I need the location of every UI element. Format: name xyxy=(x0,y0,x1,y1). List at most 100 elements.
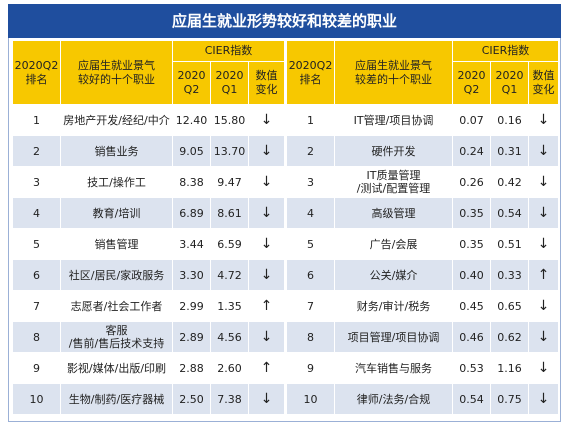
table-row: 3 技工/操作工 8.38 9.47 ↓ 3 IT质量管理 /测试/配置管理 0.26 0.42… xyxy=(12,166,560,198)
rank-cell: 7 xyxy=(12,290,61,322)
bad-change-arrow: ↓ xyxy=(528,197,560,229)
header-rank-left: 2020Q2 排名 xyxy=(12,40,61,105)
good-2020q1-cell: 7.38 xyxy=(210,383,249,415)
bad-2020q2-cell: 0.35 xyxy=(452,228,492,260)
good-change-arrow: ↓ xyxy=(247,197,286,229)
good-2020q1-cell: 4.72 xyxy=(210,259,249,291)
header-change-right: 数值 变化 xyxy=(528,61,560,105)
bad-job-cell: IT质量管理 /测试/配置管理 xyxy=(334,166,454,198)
bad-2020q1-cell: 0.62 xyxy=(490,321,530,353)
bad-change-arrow: ↓ xyxy=(528,290,560,322)
bad-2020q1-cell: 1.16 xyxy=(490,352,530,384)
bad-2020q2-cell: 0.40 xyxy=(452,259,492,291)
bad-2020q1-cell: 0.65 xyxy=(490,290,530,322)
column-gap xyxy=(284,135,287,167)
rank-cell: 2 xyxy=(12,135,61,167)
bad-job-cell: 律师/法务/合规 xyxy=(334,383,454,415)
good-job-cell: 房地产开发/经纪/中介 xyxy=(60,104,173,136)
column-gap xyxy=(284,166,287,198)
good-job-cell: 销售管理 xyxy=(60,228,173,260)
good-2020q2-cell: 3.44 xyxy=(172,228,211,260)
good-2020q2-cell: 8.38 xyxy=(172,166,211,198)
good-job-cell: 教育/培训 xyxy=(60,197,173,229)
bad-job-cell: IT管理/项目协调 xyxy=(334,104,454,136)
good-change-arrow: ↓ xyxy=(247,135,286,167)
good-change-arrow: ↓ xyxy=(247,104,286,136)
rank-cell-right: 8 xyxy=(286,321,336,353)
rank-cell-right: 2 xyxy=(286,135,336,167)
good-2020q2-cell: 2.50 xyxy=(172,383,211,415)
rank-cell: 3 xyxy=(12,166,61,198)
good-change-arrow: ↓ xyxy=(247,228,286,260)
good-change-arrow: ↑ xyxy=(247,352,286,384)
good-2020q2-cell: 2.99 xyxy=(172,290,211,322)
rank-cell: 9 xyxy=(12,352,61,384)
header-2020q2-right: 2020 Q2 xyxy=(452,61,492,105)
good-job-cell: 技工/操作工 xyxy=(60,166,173,198)
header-good-jobs: 应届生就业景气 较好的十个职业 xyxy=(60,40,173,105)
table-row: 6 社区/居民/家政服务 3.30 4.72 ↓ 6 公关/媒介 0.40 0.33 ↑ xyxy=(12,259,560,291)
good-change-arrow: ↓ xyxy=(247,383,286,415)
bad-change-arrow: ↓ xyxy=(528,104,560,136)
bad-2020q1-cell: 0.16 xyxy=(490,104,530,136)
good-2020q1-cell: 15.80 xyxy=(210,104,249,136)
good-2020q1-cell: 6.59 xyxy=(210,228,249,260)
bad-change-arrow: ↓ xyxy=(528,321,560,353)
good-2020q2-cell: 3.30 xyxy=(172,259,211,291)
bad-job-cell: 财务/审计/税务 xyxy=(334,290,454,322)
good-2020q2-cell: 2.88 xyxy=(172,352,211,384)
good-job-cell: 客服 /售前/售后技术支持 xyxy=(60,321,173,353)
table-row: 7 志愿者/社会工作者 2.99 1.35 ↑ 7 财务/审计/税务 0.45 0.65 ↓ xyxy=(12,290,560,322)
good-2020q2-cell: 2.89 xyxy=(172,321,211,353)
page-title: 应届生就业形势较好和较差的职业 xyxy=(8,4,561,38)
good-2020q2-cell: 6.89 xyxy=(172,197,211,229)
rank-cell-right: 4 xyxy=(286,197,336,229)
rank-cell-right: 9 xyxy=(286,352,336,384)
jobs-table: 2020Q2 排名 应届生就业景气 较好的十个职业 CIER指数 2020Q2 … xyxy=(12,40,560,415)
bad-2020q1-cell: 0.42 xyxy=(490,166,530,198)
rank-cell-right: 7 xyxy=(286,290,336,322)
bad-2020q2-cell: 0.24 xyxy=(452,135,492,167)
column-gap xyxy=(284,228,287,260)
good-change-arrow: ↓ xyxy=(247,321,286,353)
bad-2020q1-cell: 0.33 xyxy=(490,259,530,291)
rank-cell-right: 1 xyxy=(286,104,336,136)
rank-cell: 10 xyxy=(12,383,61,415)
table-row: 2 销售业务 9.05 13.70 ↓ 2 硬件开发 0.24 0.31 ↓ xyxy=(12,135,560,167)
rank-cell-right: 5 xyxy=(286,228,336,260)
bad-change-arrow: ↓ xyxy=(528,135,560,167)
bad-2020q2-cell: 0.54 xyxy=(452,383,492,415)
good-change-arrow: ↓ xyxy=(247,166,286,198)
good-job-cell: 志愿者/社会工作者 xyxy=(60,290,173,322)
bad-change-arrow: ↓ xyxy=(528,352,560,384)
good-2020q1-cell: 9.47 xyxy=(210,166,249,198)
good-2020q1-cell: 13.70 xyxy=(210,135,249,167)
rank-cell: 5 xyxy=(12,228,61,260)
bad-change-arrow: ↓ xyxy=(528,166,560,198)
header-2020q1-right: 2020 Q1 xyxy=(490,61,530,105)
rank-cell-right: 10 xyxy=(286,383,336,415)
column-gap xyxy=(284,104,287,136)
rank-cell-right: 6 xyxy=(286,259,336,291)
column-gap xyxy=(284,383,287,415)
good-2020q2-cell: 12.40 xyxy=(172,104,211,136)
bad-2020q2-cell: 0.45 xyxy=(452,290,492,322)
bad-2020q1-cell: 0.51 xyxy=(490,228,530,260)
table-row: 9 影视/媒体/出版/印刷 2.88 2.60 ↑ 9 汽车销售与服务 0.53 1.16 ↓ xyxy=(12,352,560,384)
bad-change-arrow: ↑ xyxy=(528,259,560,291)
good-change-arrow: ↓ xyxy=(247,259,286,291)
good-2020q1-cell: 2.60 xyxy=(210,352,249,384)
good-job-cell: 生物/制药/医疗器械 xyxy=(60,383,173,415)
bad-job-cell: 广告/会展 xyxy=(334,228,454,260)
good-2020q1-cell: 1.35 xyxy=(210,290,249,322)
bad-job-cell: 汽车销售与服务 xyxy=(334,352,454,384)
header-cier-left: CIER指数 xyxy=(171,40,286,62)
bad-2020q2-cell: 0.07 xyxy=(452,104,492,136)
table-row: 4 教育/培训 6.89 8.61 ↓ 4 高级管理 0.35 0.54 ↓ xyxy=(12,197,560,229)
rank-cell: 8 xyxy=(12,321,61,353)
bad-job-cell: 项目管理/项目协调 xyxy=(334,321,454,353)
bad-job-cell: 高级管理 xyxy=(334,197,454,229)
good-change-arrow: ↑ xyxy=(247,290,286,322)
column-gap xyxy=(284,197,287,229)
column-gap xyxy=(284,40,287,105)
